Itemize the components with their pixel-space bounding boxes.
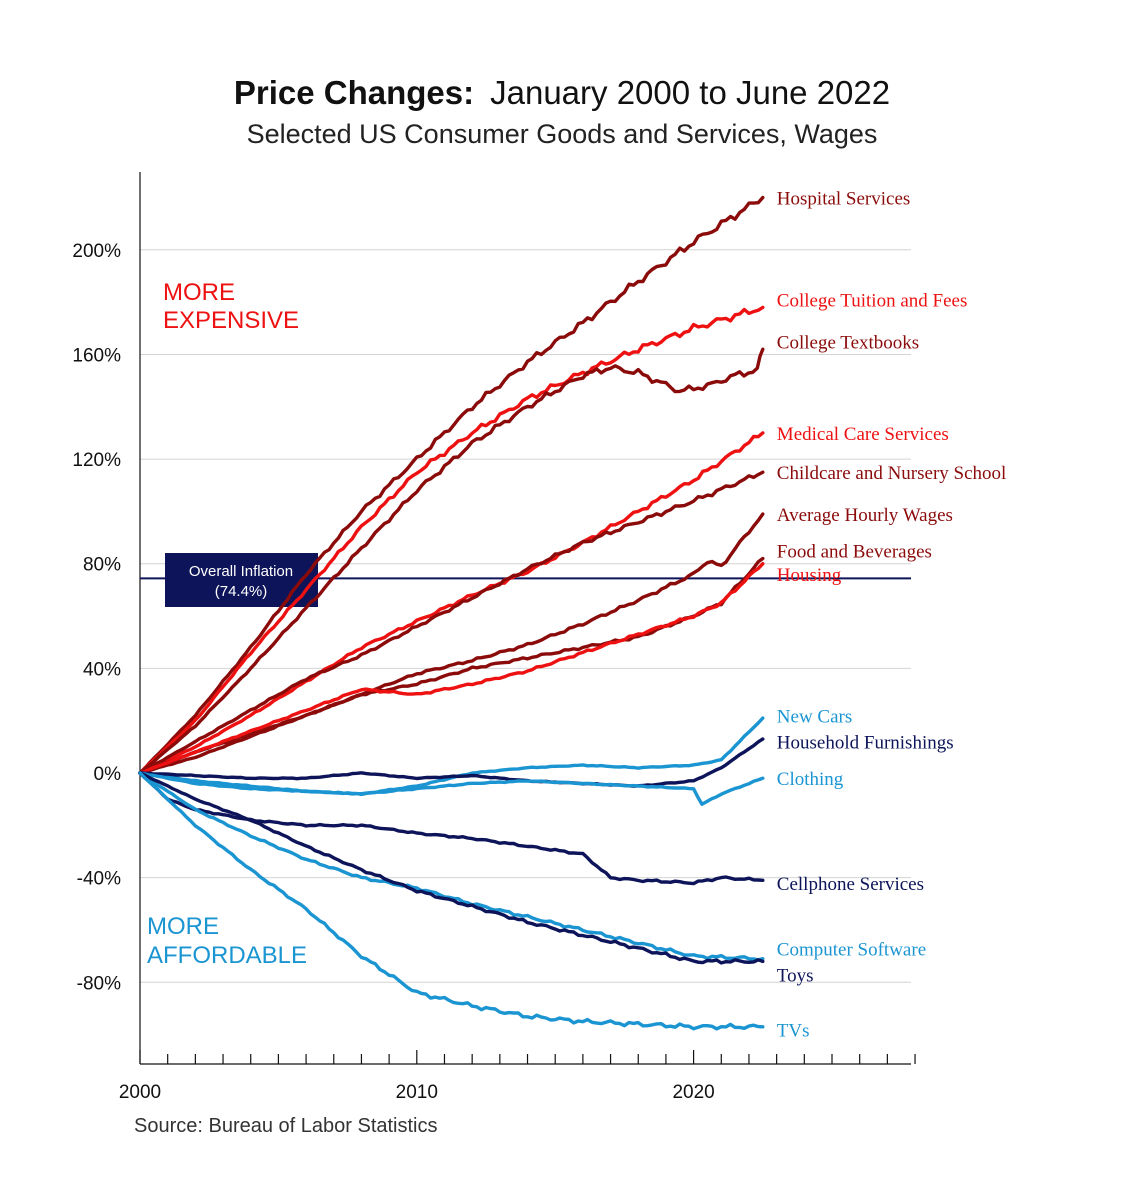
series-line-housing: [138, 562, 765, 775]
more-affordable-line-2: AFFORDABLE: [147, 942, 307, 969]
inflation-label-line: (74.4%): [215, 583, 268, 600]
series-label-childcare-and-nursery-school: Childcare and Nursery School: [777, 463, 1007, 484]
more-expensive-line-1: MORE: [163, 279, 235, 306]
series-line-clothing: [138, 771, 765, 806]
series-label-tvs: TVs: [777, 1020, 810, 1041]
series-line-tvs: [138, 771, 765, 1031]
series-label-computer-software: Computer Software: [777, 939, 926, 960]
more-affordable-label: MORE AFFORDABLE: [147, 913, 307, 969]
chart-title-rest: January 2000 to June 2022: [490, 74, 890, 111]
series-label-hospital-services: Hospital Services: [777, 188, 911, 209]
series-line-hospital-services: [138, 195, 765, 775]
inflation-label: Overall Inflation (74.4%): [189, 563, 293, 600]
y-tick-label: 160%: [72, 345, 121, 366]
inflation-label-line: Overall Inflation: [189, 563, 293, 580]
inflation-box: [165, 553, 318, 607]
y-tick-label: 120%: [72, 450, 121, 471]
series-line-college-textbooks: [138, 347, 765, 775]
series-label-toys: Toys: [777, 965, 814, 986]
series-line-childcare-and-nursery-school: [138, 470, 765, 775]
series-label-college-tuition-and-fees: College Tuition and Fees: [777, 291, 968, 312]
more-affordable-line-1: MORE: [147, 913, 219, 940]
series-label-medical-care-services: Medical Care Services: [777, 424, 949, 445]
chart-title-bold: Price Changes:: [234, 74, 474, 111]
series-lines: [138, 195, 765, 1031]
grid: 200% 160% 120% 80% 40% 0% -40% -80%: [72, 241, 911, 994]
series-label-average-hourly-wages: Average Hourly Wages: [777, 505, 953, 526]
series-line-computer-software: [138, 771, 765, 962]
more-expensive-label: MORE EXPENSIVE: [163, 279, 299, 334]
y-tick-label: 40%: [83, 659, 121, 680]
x-tick-label: 2000: [119, 1082, 161, 1103]
y-tick-label: 0%: [94, 764, 122, 785]
axes: 2000 2010 2020: [119, 172, 916, 1103]
series-label-household-furnishings: Household Furnishings: [777, 733, 954, 754]
series-label-new-cars: New Cars: [777, 706, 852, 727]
series-labels: Hospital Services College Tuition and Fee…: [777, 188, 1007, 1041]
series-line-medical-care-services: [138, 431, 765, 775]
series-label-college-textbooks: College Textbooks: [777, 332, 919, 353]
more-expensive-line-2: EXPENSIVE: [163, 307, 299, 334]
series-line-average-hourly-wages: [138, 512, 765, 775]
chart-title: Price Changes: January 2000 to June 2022: [234, 74, 890, 111]
y-tick-label: 200%: [72, 241, 121, 262]
series-line-college-tuition-and-fees: [138, 305, 765, 775]
source-note: Source: Bureau of Labor Statistics: [134, 1115, 438, 1137]
y-tick-label: 80%: [83, 555, 121, 576]
series-label-clothing: Clothing: [777, 769, 844, 790]
x-tick-label: 2010: [396, 1082, 438, 1103]
overall-inflation: Overall Inflation (74.4%): [140, 553, 911, 607]
x-tick-label: 2020: [672, 1082, 714, 1103]
chart-subtitle: Selected US Consumer Goods and Services,…: [247, 119, 878, 149]
y-tick-label: -80%: [77, 973, 121, 994]
series-line-toys: [138, 771, 765, 965]
series-line-household-furnishings: [138, 737, 765, 788]
series-label-cellphone-services: Cellphone Services: [777, 874, 924, 895]
y-tick-label: -40%: [77, 869, 121, 890]
series-line-food-and-beverages: [138, 556, 765, 775]
series-label-food-and-beverages: Food and Beverages: [777, 542, 932, 563]
series-label-housing: Housing: [777, 565, 842, 586]
